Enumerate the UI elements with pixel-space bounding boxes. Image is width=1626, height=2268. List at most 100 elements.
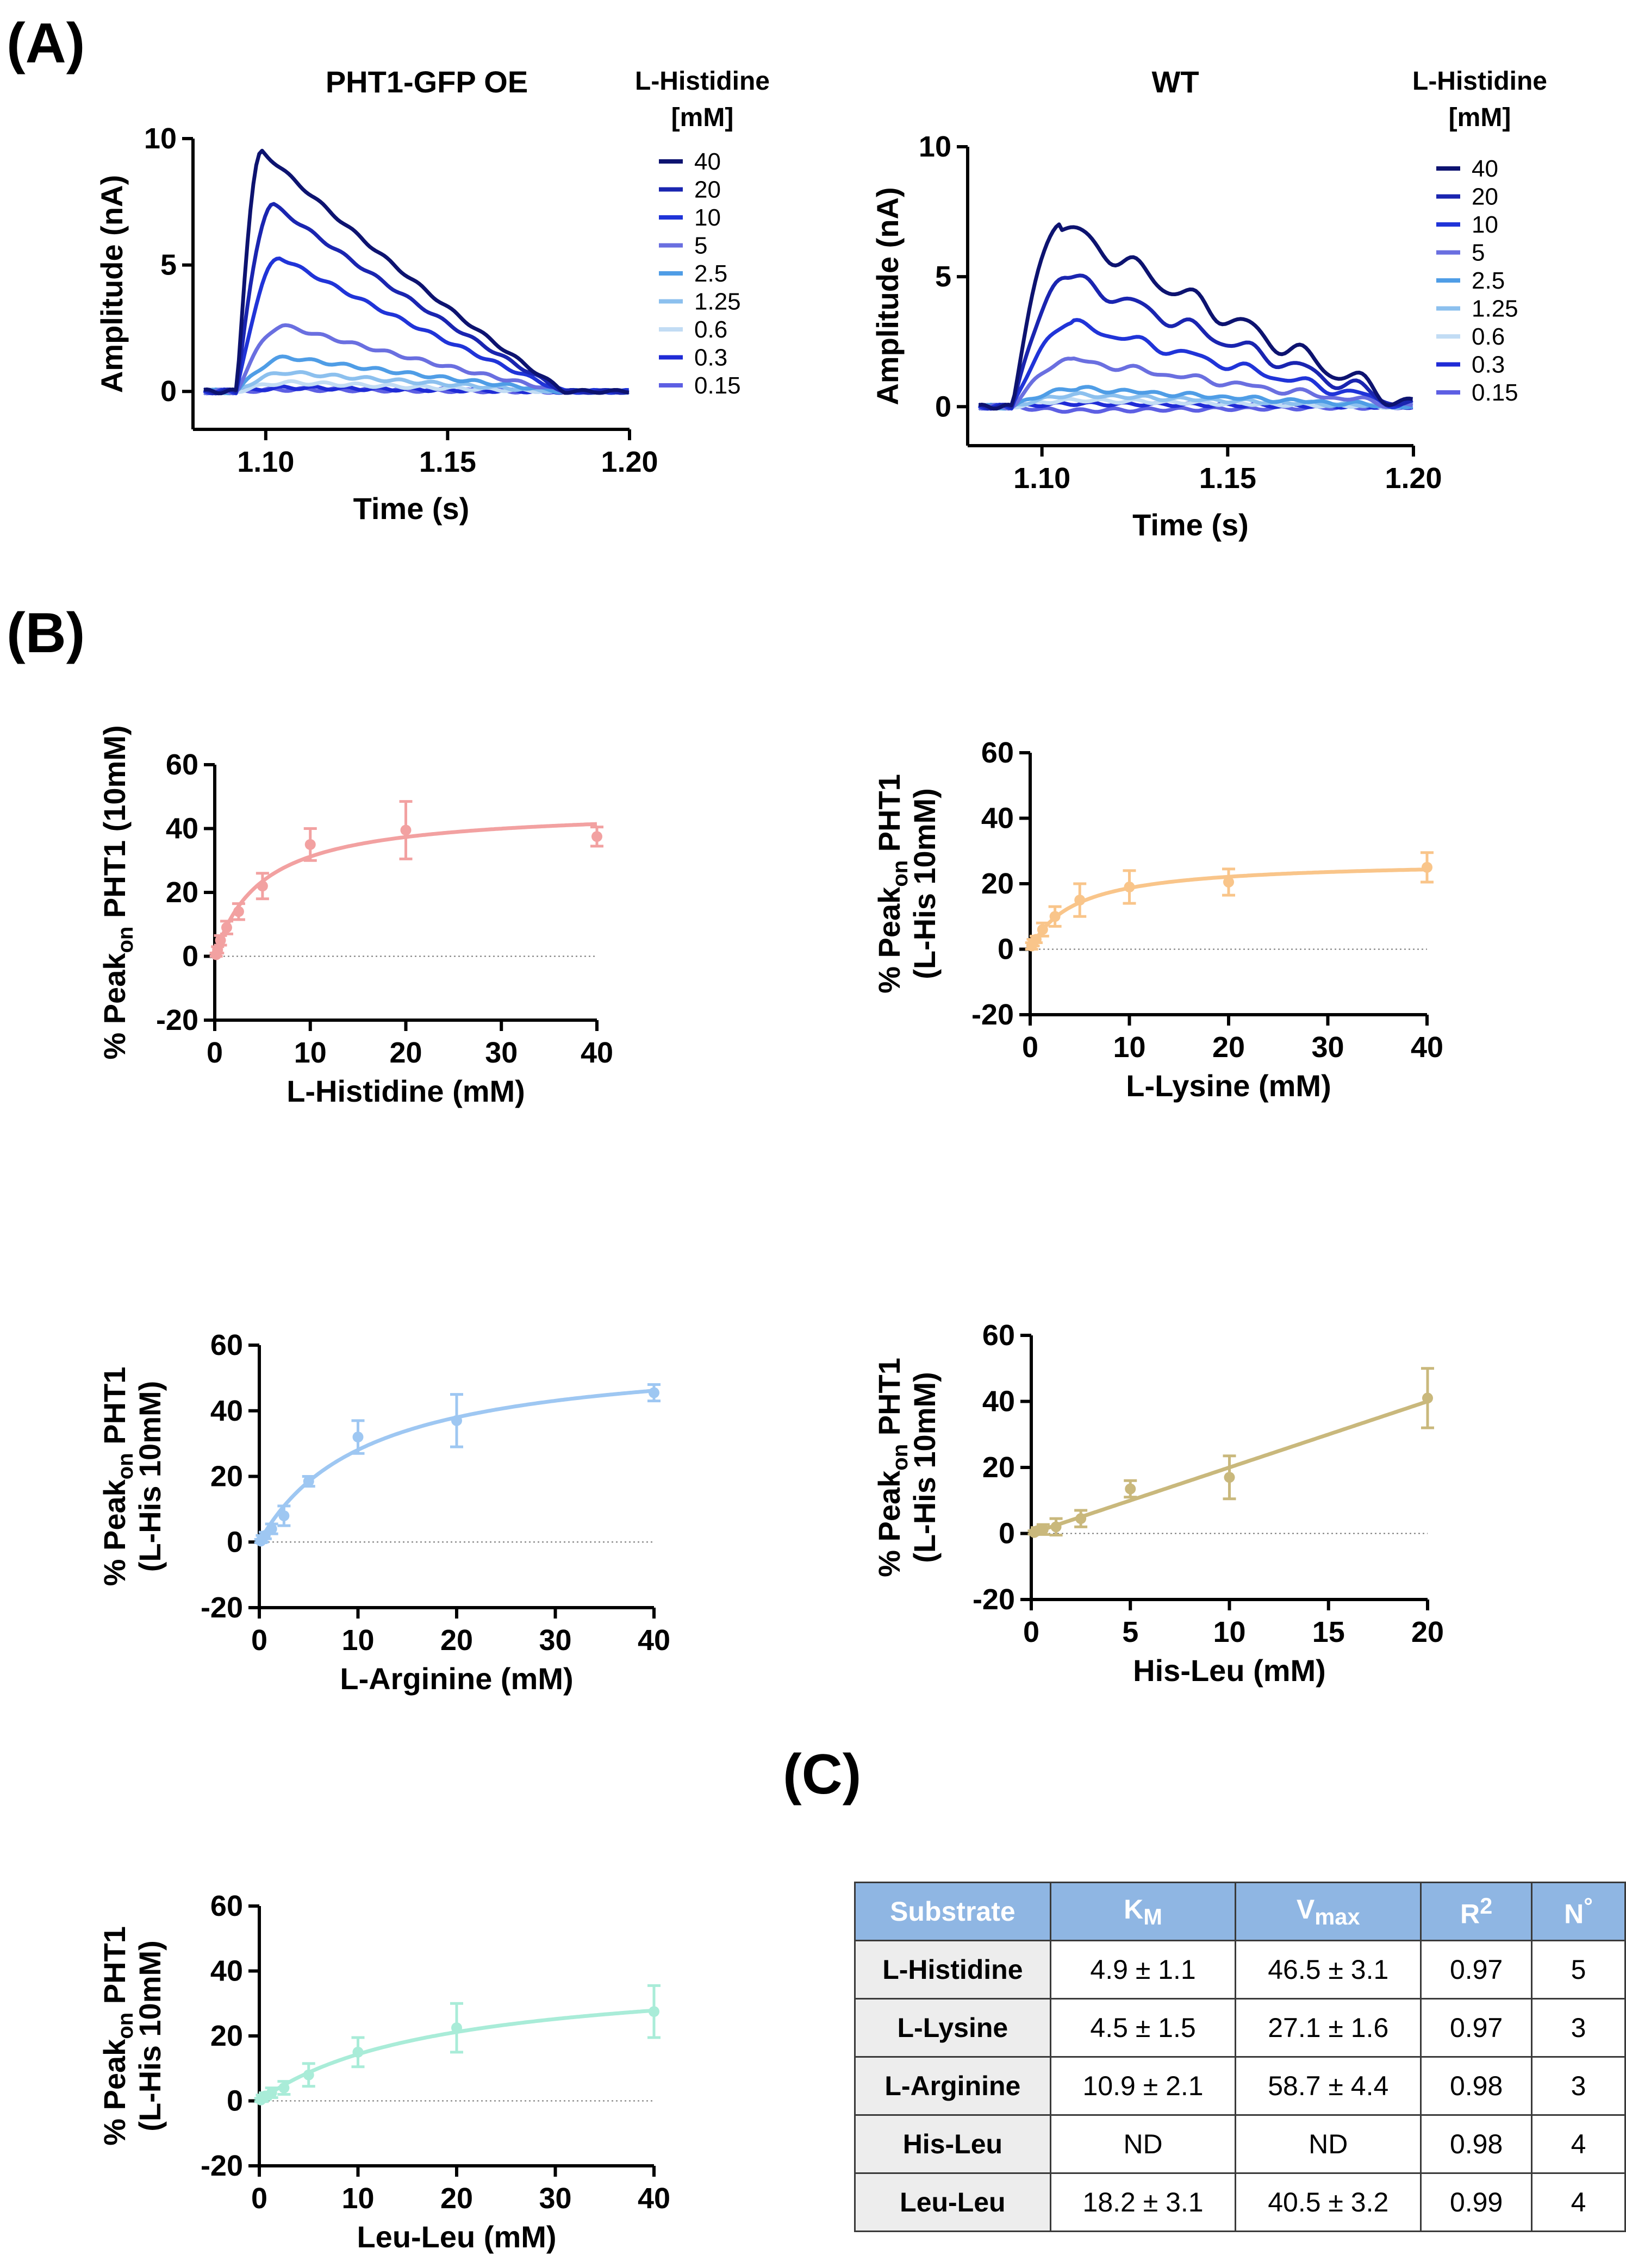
table-row: His-Leu ND ND 0.98 4 xyxy=(854,2114,1626,2174)
trace-line xyxy=(203,354,630,396)
y-label-subscript: on xyxy=(114,927,138,953)
cell-substrate: L-Histidine xyxy=(854,1940,1051,2000)
y-tick-label: 0 xyxy=(999,1517,1015,1550)
header-vmax-sub: max xyxy=(1314,1903,1360,1929)
header-vmax-label: V xyxy=(1296,1894,1315,1925)
y-tick-label: 40 xyxy=(166,813,198,845)
y-tick-label: 20 xyxy=(981,867,1014,900)
legend-label: 40 xyxy=(1472,155,1498,182)
cell-n: 4 xyxy=(1531,2172,1626,2232)
x-tick-label: 40 xyxy=(638,1624,670,1657)
panel-label-a: (A) xyxy=(7,12,85,75)
trace-line xyxy=(978,273,1413,411)
x-tick-label: 1.15 xyxy=(419,446,476,478)
legend-label: 20 xyxy=(1472,184,1498,210)
x-tick-label: 1.10 xyxy=(237,446,294,478)
x-tick-label: 40 xyxy=(1411,1031,1443,1064)
y-label-part: % Peak xyxy=(97,953,132,1060)
legend-label: 1.25 xyxy=(1472,296,1518,322)
y-tick-label: 20 xyxy=(210,1460,243,1493)
data-point xyxy=(591,831,602,842)
y-tick-label: 20 xyxy=(210,2020,243,2052)
table-row: L-Arginine 10.9 ± 2.1 58.7 ± 4.4 0.98 3 xyxy=(854,2056,1626,2116)
y-axis-label: Amplitude (nA) xyxy=(870,187,905,405)
header-n-sup: ° xyxy=(1584,1893,1593,1919)
cell-r2: 0.97 xyxy=(1420,1998,1533,2058)
cell-r2: 0.98 xyxy=(1420,2056,1533,2116)
header-n: N° xyxy=(1531,1882,1626,1941)
cell-vmax: 27.1 ± 1.6 xyxy=(1235,1998,1422,2058)
y-tick-label: 60 xyxy=(982,1319,1015,1352)
x-tick-label: 30 xyxy=(1311,1031,1344,1064)
cell-km: 4.5 ± 1.5 xyxy=(1049,1998,1237,2058)
cell-vmax: 40.5 ± 3.2 xyxy=(1235,2172,1422,2232)
x-tick-label: 40 xyxy=(638,2182,670,2215)
legend-label: 0.15 xyxy=(1472,379,1518,406)
x-tick-label: 20 xyxy=(1411,1616,1444,1648)
legend-label: 10 xyxy=(1472,211,1498,238)
legend-title-unit: [mM] xyxy=(1449,103,1511,132)
cell-r2: 0.97 xyxy=(1420,1940,1533,2000)
header-n-label: N xyxy=(1564,1898,1584,1929)
data-point xyxy=(221,922,232,933)
table-header-row: Substrate KM Vmax R2 N° xyxy=(854,1882,1626,1941)
table-row: L-Lysine 4.5 ± 1.5 27.1 ± 1.6 0.97 3 xyxy=(854,1998,1626,2058)
y-tick-label: 20 xyxy=(982,1451,1015,1484)
data-point xyxy=(1124,882,1135,893)
cell-vmax: ND xyxy=(1235,2114,1422,2174)
y-tick-label: 20 xyxy=(166,876,198,909)
y-tick-label: 10 xyxy=(144,122,177,155)
x-tick-label: 20 xyxy=(389,1036,422,1069)
x-axis-label: Leu-Leu (mM) xyxy=(357,2220,556,2254)
x-tick-label: 10 xyxy=(341,1624,374,1657)
y-axis-label: % Peakon PHT1 xyxy=(97,1926,138,2146)
x-tick-label: 5 xyxy=(1122,1616,1138,1648)
header-vmax: Vmax xyxy=(1235,1882,1422,1941)
legend-label: 0.3 xyxy=(694,345,727,371)
data-point xyxy=(1223,876,1234,888)
y-axis-label: % Peakon PHT1 xyxy=(97,1367,138,1586)
header-r2: R2 xyxy=(1420,1882,1533,1941)
x-tick-label: 30 xyxy=(539,1624,571,1657)
x-tick-label: 30 xyxy=(539,2182,571,2215)
cell-r2: 0.99 xyxy=(1420,2172,1533,2232)
legend-label: 2.5 xyxy=(1472,267,1505,294)
cell-substrate: L-Arginine xyxy=(854,2056,1051,2116)
legend-label: 10 xyxy=(694,204,721,231)
y-tick-label: 0 xyxy=(998,933,1014,966)
data-point xyxy=(352,2046,364,2058)
header-substrate-label: Substrate xyxy=(890,1896,1016,1927)
data-point xyxy=(215,935,226,946)
cell-km: 10.9 ± 2.1 xyxy=(1049,2056,1237,2116)
legend-label: 20 xyxy=(694,177,721,203)
y-tick-label: 5 xyxy=(935,260,951,293)
cell-vmax: 46.5 ± 3.1 xyxy=(1235,1940,1422,2000)
legend-label: 0.6 xyxy=(1472,323,1505,350)
data-point xyxy=(266,2087,277,2098)
y-tick-label: -20 xyxy=(971,998,1014,1031)
y-axis-label-line2: (L-His 10mM) xyxy=(907,1372,942,1563)
x-tick-label: 40 xyxy=(581,1036,613,1069)
y-tick-label: 40 xyxy=(210,1955,243,1988)
table-row: L-Histidine 4.9 ± 1.1 46.5 ± 3.1 0.97 5 xyxy=(854,1940,1626,2000)
data-point xyxy=(1037,1524,1049,1535)
x-tick-label: 30 xyxy=(485,1036,518,1069)
cell-km: 18.2 ± 3.1 xyxy=(1049,2172,1237,2232)
cell-vmax: 58.7 ± 4.4 xyxy=(1235,2056,1422,2116)
chart-b1: 0 10 20 30 40 -20 0 20 40 60 L-Histidine (mM) % Pea… xyxy=(97,725,613,1108)
x-axis-label: His-Leu (mM) xyxy=(1133,1653,1326,1688)
cell-r2: 0.98 xyxy=(1420,2114,1533,2174)
y-axis-label: Amplitude (nA) xyxy=(95,175,129,393)
x-tick-label: 10 xyxy=(294,1036,327,1069)
cell-km: 4.9 ± 1.1 xyxy=(1049,1940,1237,2000)
data-point xyxy=(451,1415,462,1426)
data-point xyxy=(1037,924,1048,935)
y-tick-label: 40 xyxy=(210,1395,243,1427)
x-tick-label: 20 xyxy=(1212,1031,1245,1064)
trace-line xyxy=(977,318,1413,411)
